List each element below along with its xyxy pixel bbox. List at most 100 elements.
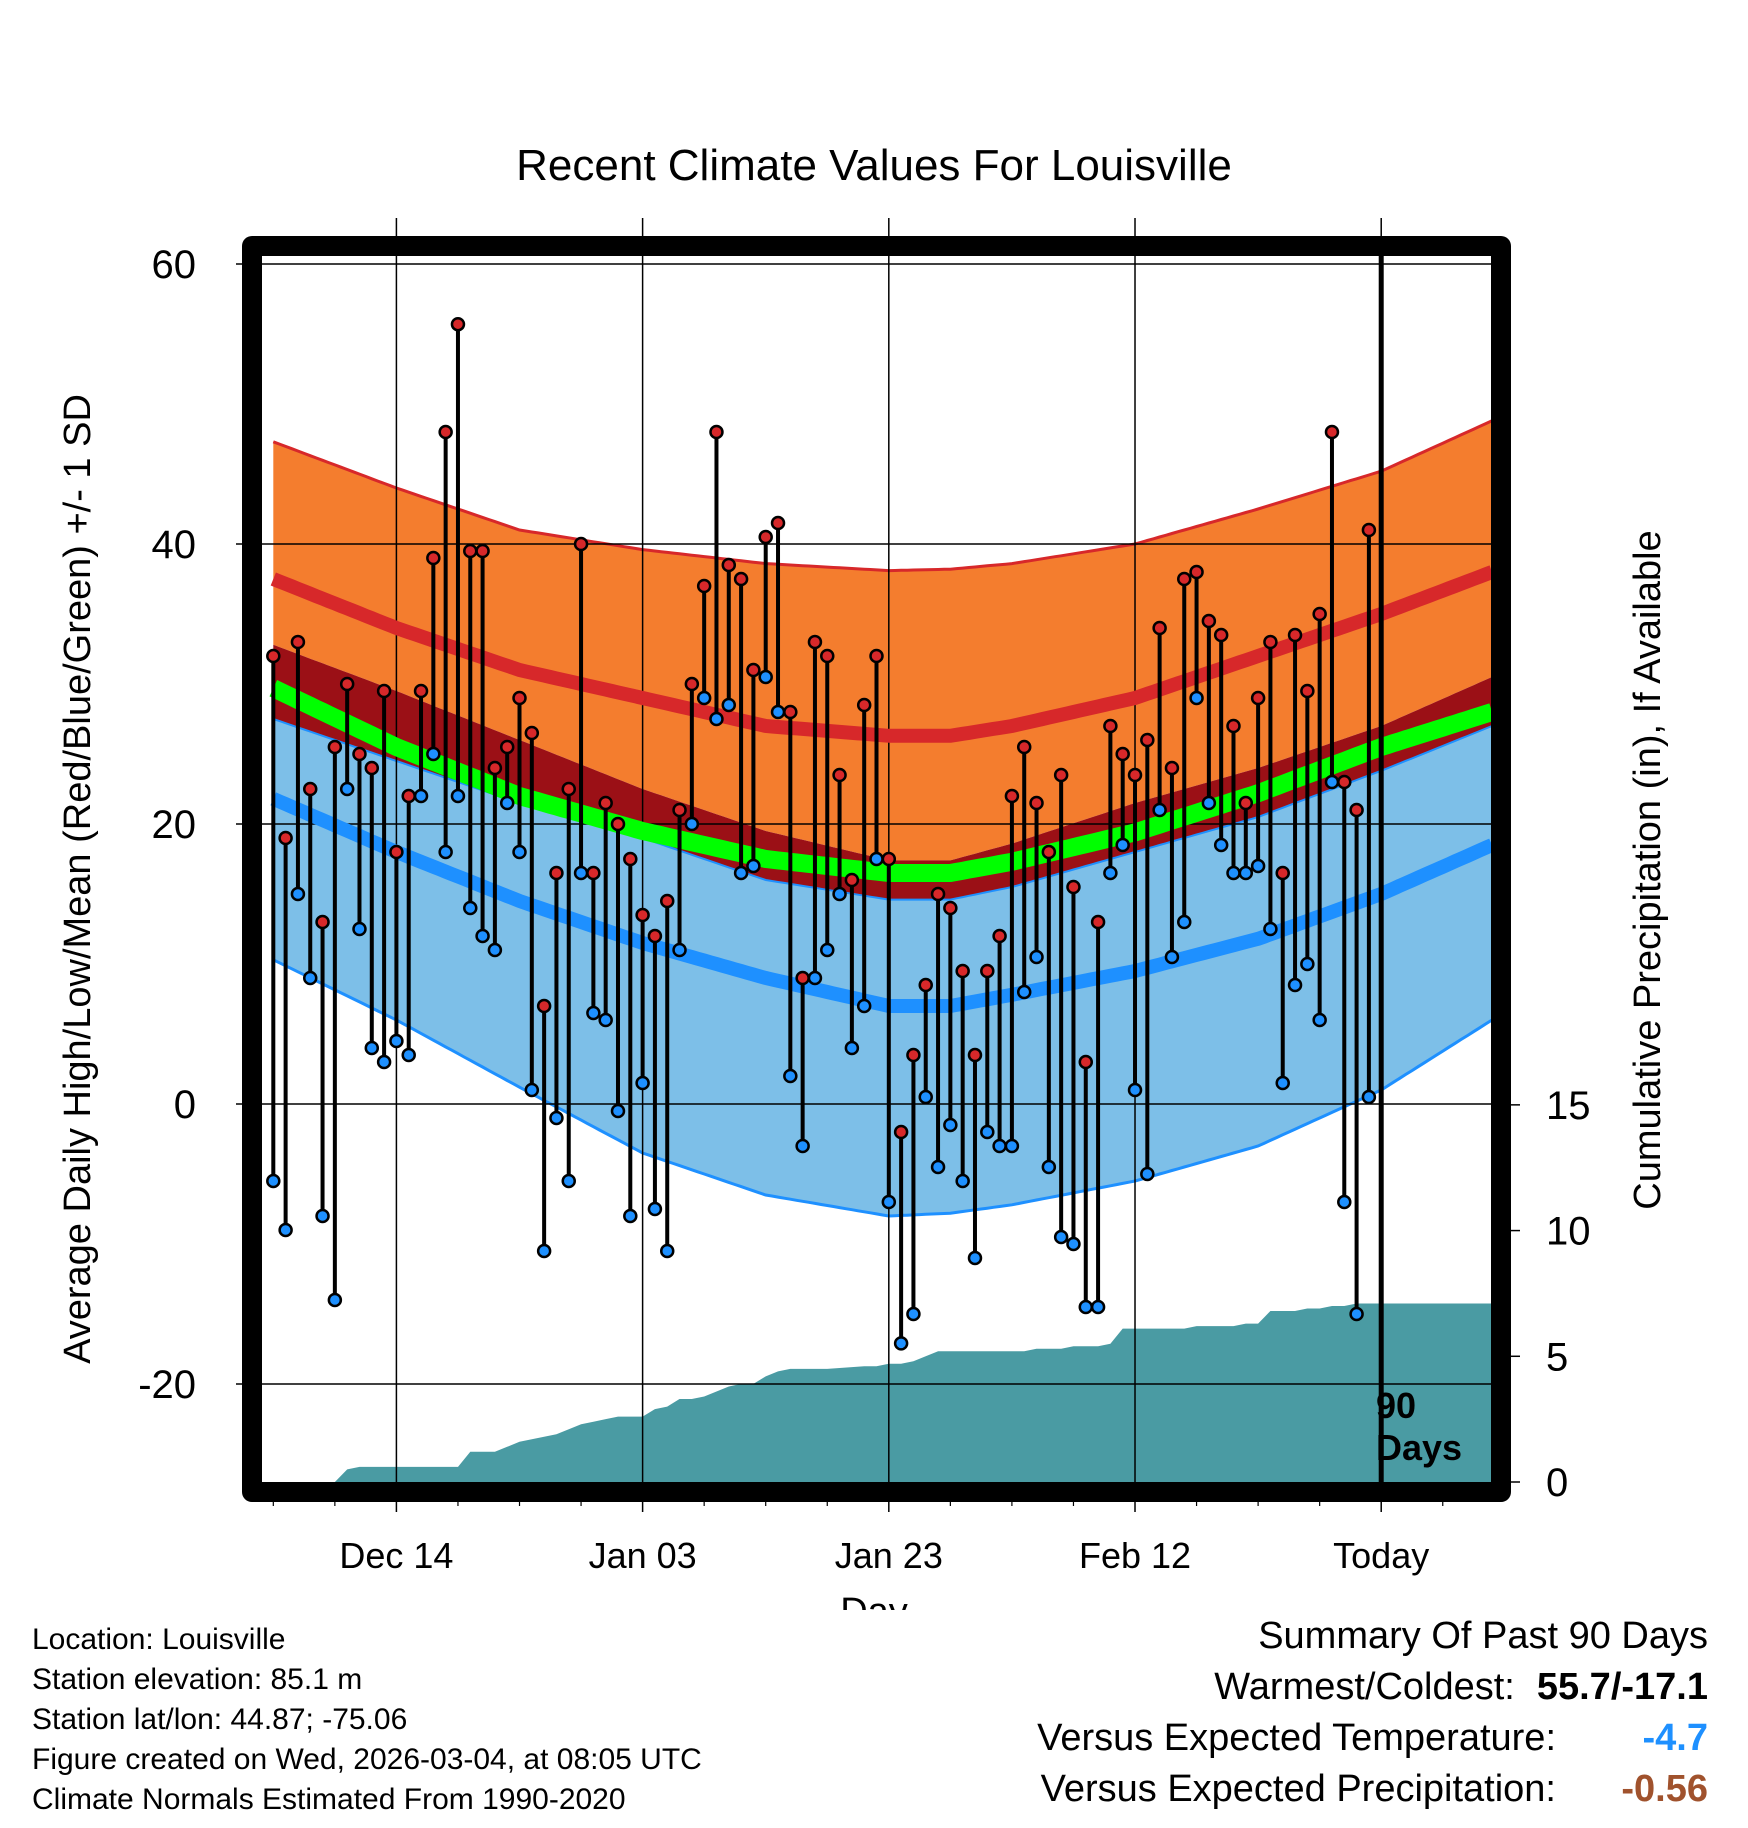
daily-high-point [278, 830, 293, 846]
daily-low-point [1226, 865, 1241, 881]
warm-cold-label: Warmest/Coldest: [1214, 1666, 1515, 1708]
daily-low-point [266, 1173, 281, 1189]
daily-low-point [856, 998, 872, 1014]
daily-high-point [561, 781, 576, 797]
daily-high-point [339, 676, 355, 692]
daily-high-point [967, 1047, 983, 1063]
daily-low-point [1201, 795, 1217, 811]
daily-low-point [1349, 1306, 1364, 1322]
daily-low-point [832, 886, 847, 902]
daily-low-point [1213, 837, 1229, 853]
daily-low-point [327, 1292, 343, 1308]
low-sd-band [273, 719, 1492, 1216]
daily-low-point [906, 1306, 921, 1322]
daily-low-point [684, 816, 700, 832]
daily-low-point [1177, 914, 1192, 930]
daily-high-point [783, 704, 798, 720]
daily-high-point [696, 578, 712, 594]
daily-high-point [659, 893, 675, 909]
y-tick-label: 20 [152, 803, 197, 847]
daily-low-point [512, 844, 527, 860]
daily-high-point [499, 739, 515, 755]
daily-low-point [1250, 858, 1266, 874]
climate-chart: -20 0 20 40 60 0 5 10 15 Dec 14 Jan 03 Jan 23 Feb 12… [57, 141, 1669, 1610]
days-label-word: Days [1376, 1427, 1462, 1468]
daily-low-point [524, 1082, 540, 1098]
daily-low-point [1275, 1075, 1290, 1091]
daily-low-point [561, 1173, 576, 1189]
daily-low-point [770, 704, 786, 720]
daily-low-point [1300, 956, 1315, 972]
daily-high-point [635, 907, 650, 923]
daily-low-point [1115, 837, 1130, 853]
daily-low-point [930, 1159, 946, 1175]
daily-high-point [832, 767, 847, 783]
normal-low-line [270, 792, 1495, 1013]
normal-lines [269, 565, 1495, 1013]
x-tick-label: Today [1333, 1535, 1429, 1576]
daily-high-point [327, 739, 343, 755]
daily-high-point [1041, 844, 1057, 860]
daily-high-point [487, 760, 503, 776]
daily-low-point [487, 942, 503, 958]
daily-low-point [795, 1138, 810, 1154]
daily-high-point [1250, 690, 1266, 706]
y-tick-label: -20 [138, 1363, 196, 1407]
daily-low-point [623, 1208, 638, 1224]
daily-low-point [967, 1250, 983, 1266]
daily-high-point [1090, 914, 1106, 930]
daily-low-point [1263, 921, 1278, 937]
daily-low-point [1127, 1082, 1143, 1098]
cumulative-precip-area [273, 1303, 1492, 1482]
daily-high-point [1189, 564, 1204, 580]
daily-high-point [672, 802, 687, 818]
daily-high-point [770, 515, 786, 531]
summary-heading: Summary Of Past 90 Days [1258, 1615, 1708, 1657]
daily-high-point [918, 977, 933, 993]
daily-high-point [1312, 606, 1327, 622]
daily-high-point [536, 998, 552, 1014]
daily-low-point [389, 1033, 404, 1049]
daily-high-point [943, 900, 958, 916]
daily-low-point [1152, 802, 1167, 818]
daily-low-point [721, 697, 737, 713]
daily-high-point [413, 683, 429, 699]
normal-bands [272, 419, 1493, 1218]
station-info: Location: Louisville Station elevation: … [32, 1620, 702, 1820]
daily-high-point [1349, 802, 1364, 818]
daily-low-point [696, 690, 712, 706]
daily-high-point [1238, 795, 1254, 811]
daily-high-point [1324, 424, 1340, 440]
daily-high-point [610, 816, 626, 832]
daily-low-point [1140, 1166, 1155, 1182]
daily-high-point [647, 928, 663, 944]
chart-title: Recent Climate Values For Louisville [516, 141, 1232, 190]
summary-precip: Versus Expected Precipitation: -0.56 [1037, 1764, 1708, 1815]
daily-low-point [980, 1124, 995, 1140]
summary-warm-cold: Warmest/Coldest: 55.7/-17.1 [1037, 1662, 1708, 1713]
daily-low-point [1041, 1159, 1057, 1175]
daily-high-point [598, 795, 613, 811]
precipitation-area [273, 1303, 1492, 1482]
axes: -20 0 20 40 60 0 5 10 15 Dec 14 Jan 03 Jan 23 Feb 12… [138, 243, 1590, 1576]
daily-high-point [1053, 767, 1069, 783]
daily-high-point [1004, 788, 1020, 804]
daily-high-point [426, 550, 441, 566]
daily-low-point [352, 921, 367, 937]
daily-low-point [918, 1089, 933, 1105]
daily-low-point [635, 1075, 650, 1091]
daily-low-point [869, 851, 884, 867]
x-tick-label: Dec 14 [339, 1535, 453, 1576]
daily-high-point [1226, 718, 1241, 734]
daily-high-point [856, 697, 872, 713]
daily-low-point [709, 711, 724, 727]
daily-low-point [315, 1208, 330, 1224]
daily-high-point [1263, 634, 1278, 650]
x-tick-label: Jan 03 [589, 1535, 697, 1576]
days-label-number: 90 [1376, 1385, 1416, 1426]
daily-high-point [930, 886, 946, 902]
temp-anomaly-label: Versus Expected Temperature: [1037, 1717, 1556, 1759]
daily-low-point [598, 1012, 613, 1028]
daily-high-point [955, 963, 970, 979]
daily-high-point [844, 872, 860, 888]
